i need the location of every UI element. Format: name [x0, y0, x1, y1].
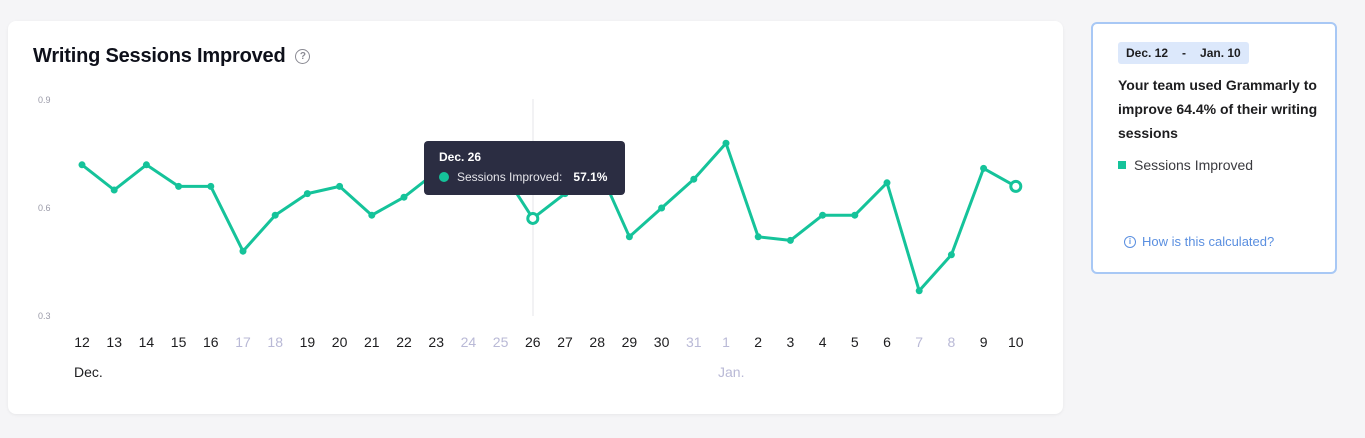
x-tick-label: 15 [171, 334, 187, 350]
summary-text: Your team used Grammarly to improve 64.4… [1118, 77, 1318, 141]
data-point[interactable] [658, 204, 666, 212]
y-tick-label: 0.3 [38, 311, 51, 321]
data-point-highlighted[interactable] [1009, 179, 1023, 193]
x-tick-label: 20 [332, 334, 348, 350]
date-range-badge: Dec. 12 - Jan. 10 [1118, 42, 1249, 64]
data-point[interactable] [271, 211, 279, 219]
x-tick-label: 26 [525, 334, 541, 350]
data-point[interactable] [947, 251, 955, 259]
chart-title: Writing Sessions Improved [33, 45, 286, 67]
x-tick-label: 29 [622, 334, 638, 350]
line-chart: 0.90.60.3 12 13 14 15 16 17 18 19 20 21 22 23 24 25 26… [38, 95, 1024, 380]
x-tick-label: 5 [851, 334, 859, 350]
data-point[interactable] [690, 175, 698, 183]
x-tick-label: 21 [364, 334, 380, 350]
tooltip-label: Sessions Improved: [457, 170, 563, 184]
x-tick-label: 12 [74, 334, 90, 350]
data-point[interactable] [819, 211, 827, 219]
x-tick-label: 23 [428, 334, 444, 350]
tooltip-date: Dec. 26 [439, 150, 482, 164]
x-tick-label: 17 [235, 334, 251, 350]
x-tick-label: 24 [461, 334, 477, 350]
data-point[interactable] [754, 233, 762, 241]
x-tick-label: 1 [722, 334, 730, 350]
y-tick-label: 0.9 [38, 95, 51, 105]
month-label: Dec. [74, 364, 103, 380]
data-point[interactable] [786, 236, 794, 244]
tooltip-row: Sessions Improved: 57.1% [439, 170, 607, 184]
month-label: Jan. [718, 364, 744, 380]
x-tick-label: 31 [686, 334, 702, 350]
data-point[interactable] [851, 211, 859, 219]
data-point[interactable] [368, 211, 376, 219]
x-tick-label: 6 [883, 334, 891, 350]
x-axis-ticks: 12 13 14 15 16 17 18 19 20 21 22 23 24 25 26 27 28 29 30 31… [74, 334, 1024, 350]
data-point[interactable] [915, 287, 923, 295]
data-point[interactable] [303, 190, 311, 198]
data-point[interactable] [142, 161, 150, 169]
x-tick-label: 19 [300, 334, 316, 350]
title-row: Writing Sessions Improved ? [33, 45, 311, 68]
x-tick-label: 7 [915, 334, 923, 350]
data-point[interactable] [722, 139, 730, 147]
x-tick-label: 22 [396, 334, 412, 350]
series-line-sessions-improved [80, 141, 1018, 293]
summary-panel: Dec. 12 - Jan. 10 Your team used Grammar… [1091, 22, 1337, 274]
how-calculated-text: How is this calculated? [1142, 234, 1275, 249]
y-axis-ticks: 0.9 0.6 0.3 [38, 95, 51, 321]
x-tick-label: 30 [654, 334, 670, 350]
question-circle-icon[interactable]: ? [295, 49, 311, 64]
data-point-highlighted[interactable] [526, 211, 540, 225]
x-tick-label: 13 [106, 334, 122, 350]
info-circle-icon: i [1124, 235, 1136, 248]
x-tick-label: 9 [980, 334, 988, 350]
data-point[interactable] [207, 182, 215, 190]
data-point[interactable] [110, 186, 118, 194]
x-tick-label: 25 [493, 334, 509, 350]
x-tick-label: 3 [787, 334, 795, 350]
data-point[interactable] [336, 182, 344, 190]
legend-label: Sessions Improved [1134, 157, 1254, 173]
data-point[interactable] [980, 164, 988, 172]
range-end: Jan. 10 [1200, 46, 1241, 60]
x-axis-month-labels: Dec. Jan. [74, 364, 744, 380]
x-tick-label: 2 [754, 334, 762, 350]
data-point[interactable] [883, 179, 891, 187]
y-tick-label: 0.6 [38, 203, 51, 213]
range-separator: - [1182, 46, 1187, 60]
x-tick-label: 18 [267, 334, 283, 350]
x-tick-label: 14 [139, 334, 155, 350]
tooltip-series-dot [439, 172, 449, 182]
data-point[interactable] [175, 182, 183, 190]
x-tick-label: 28 [589, 334, 605, 350]
x-tick-label: 4 [819, 334, 827, 350]
data-point[interactable] [625, 233, 633, 241]
legend-item: Sessions Improved [1118, 153, 1318, 177]
tooltip-value: 57.1% [573, 170, 608, 184]
range-start: Dec. 12 [1126, 46, 1169, 60]
data-point[interactable] [239, 247, 247, 255]
x-tick-label: 10 [1008, 334, 1024, 350]
legend-swatch [1118, 161, 1126, 169]
chart-tooltip: Dec. 26 Sessions Improved: 57.1% [424, 141, 625, 195]
data-point[interactable] [78, 161, 86, 169]
data-point[interactable] [400, 193, 408, 201]
x-tick-label: 16 [203, 334, 219, 350]
x-tick-label: 27 [557, 334, 573, 350]
how-calculated-link[interactable]: i How is this calculated? [1124, 234, 1274, 249]
x-tick-label: 8 [948, 334, 956, 350]
